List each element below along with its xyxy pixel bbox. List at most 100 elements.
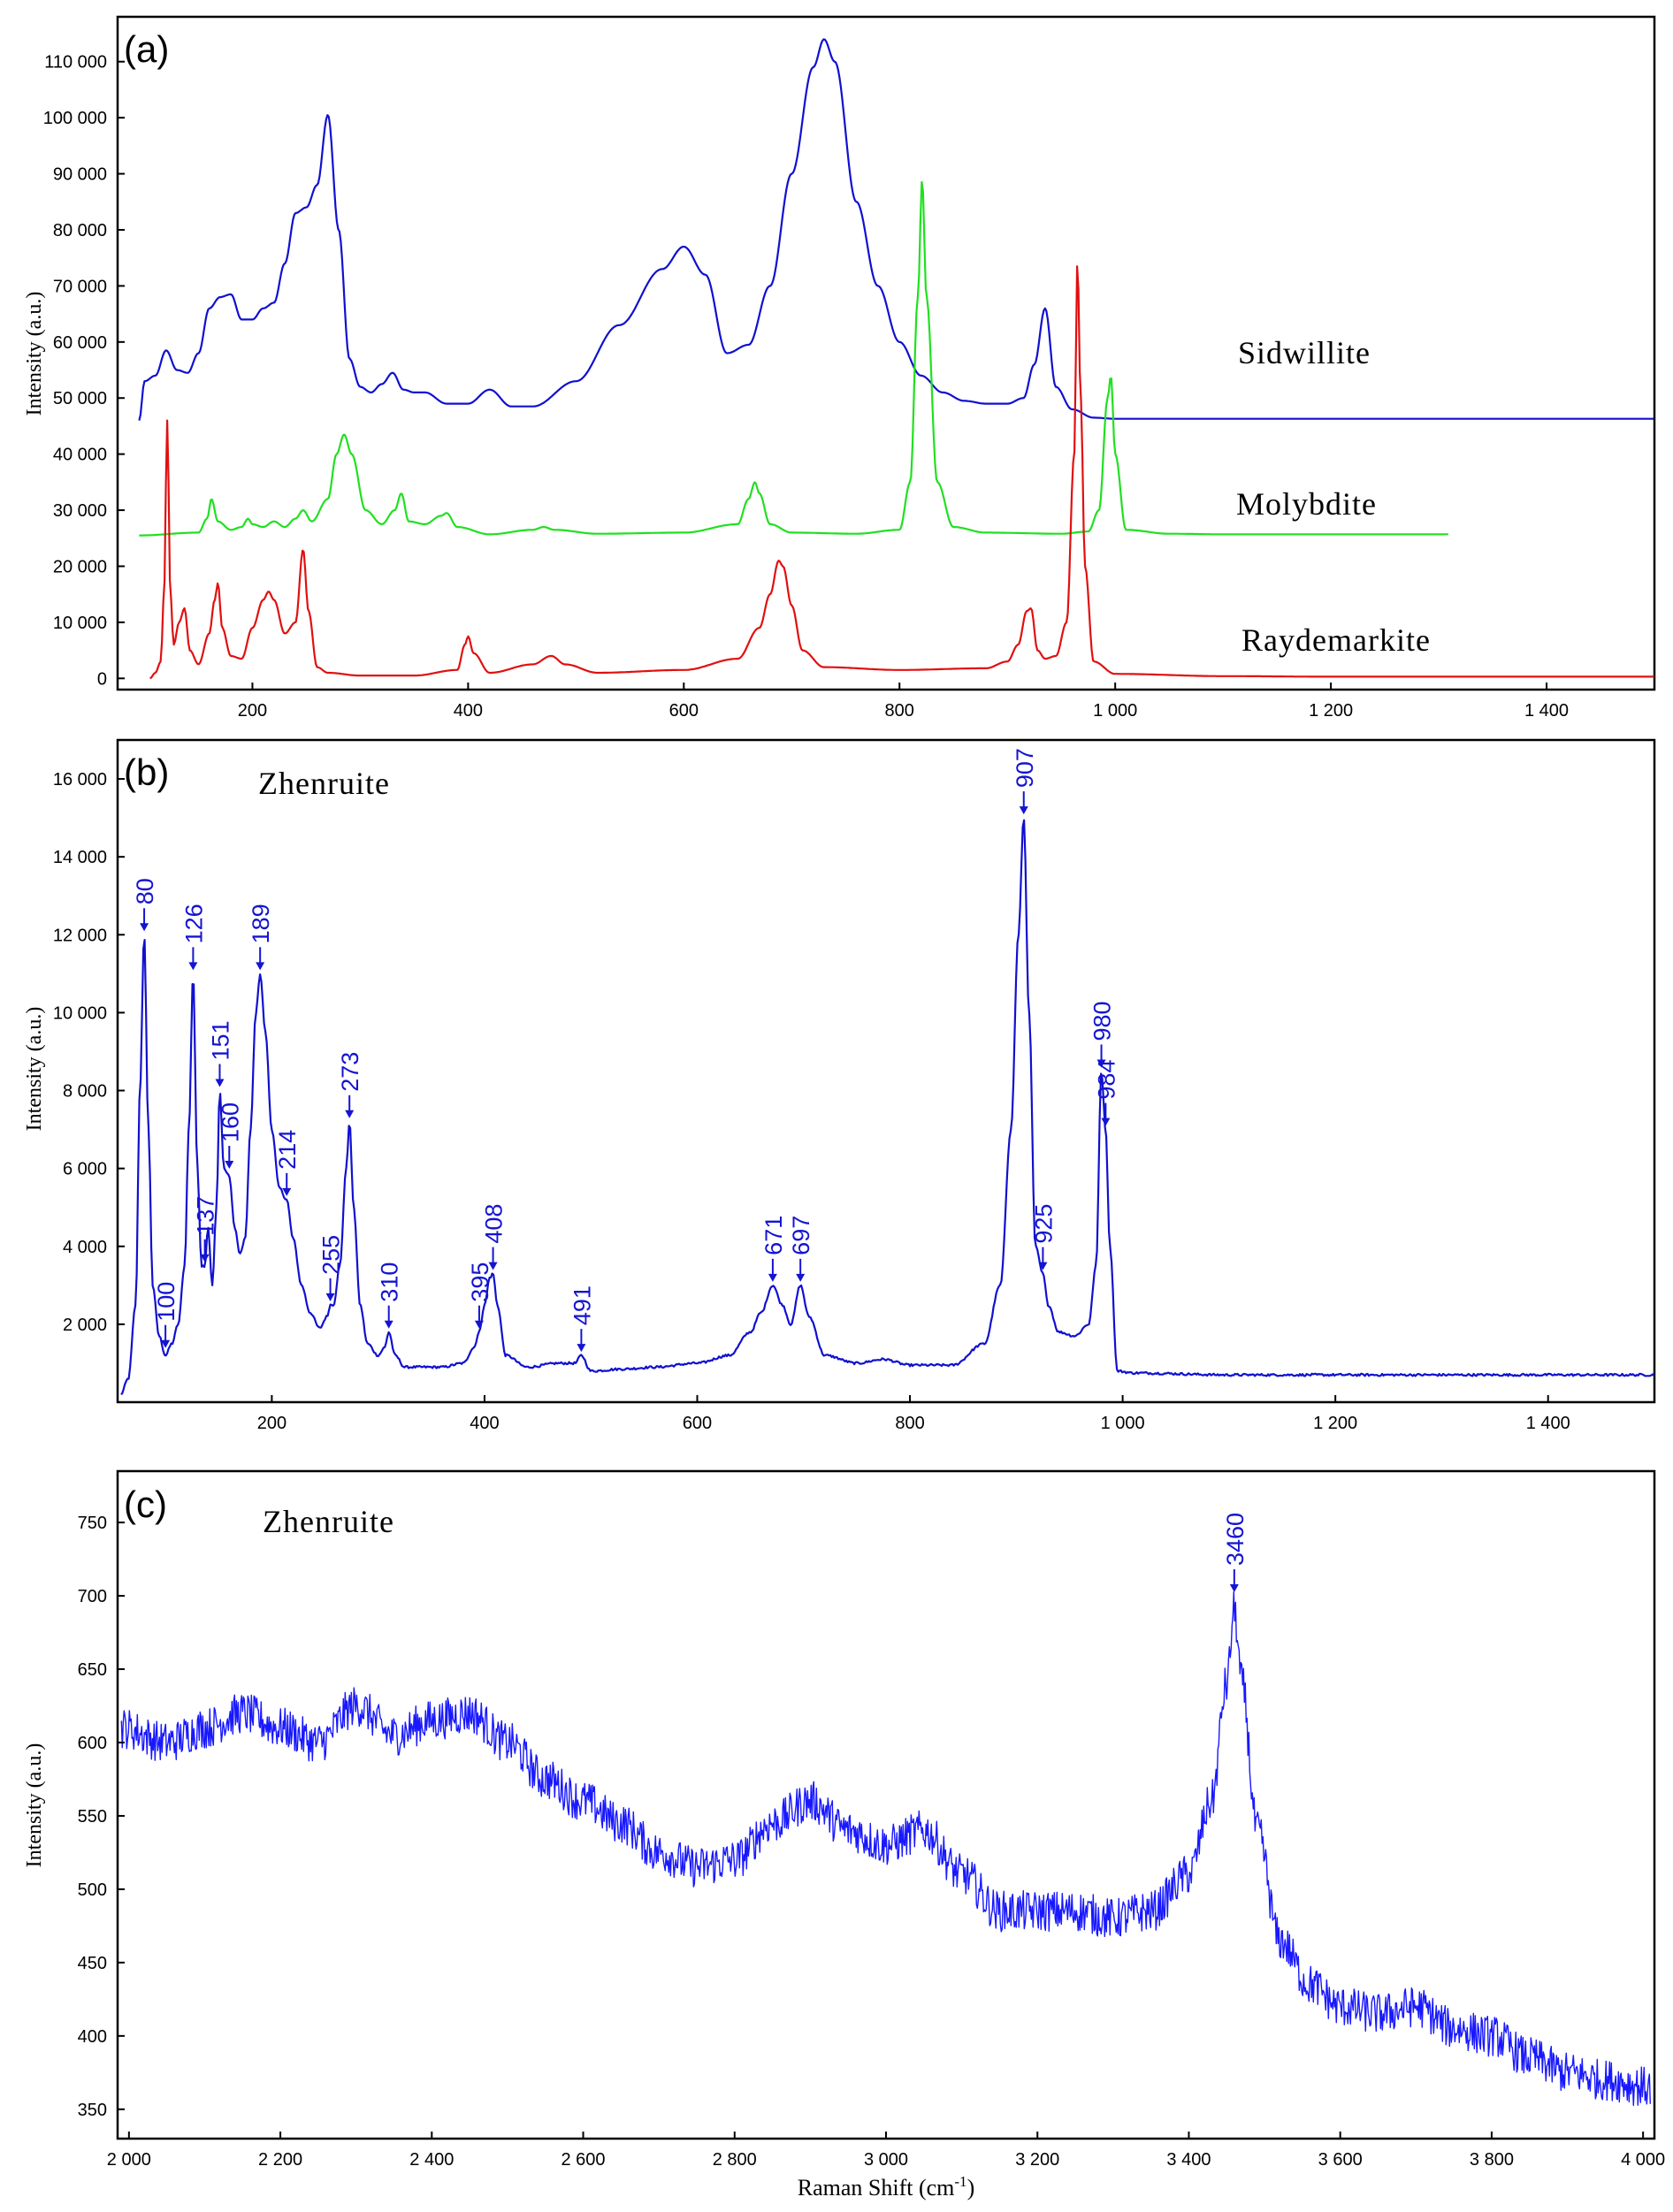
series-zhenruite-line bbox=[120, 819, 1655, 1395]
panel-a-letter: (a) bbox=[124, 28, 169, 70]
panel-b-xtick-label: 1 000 bbox=[1101, 1414, 1145, 1433]
peak-arrowhead-697 bbox=[796, 1273, 806, 1282]
peak-label-137: 137 bbox=[193, 1196, 219, 1236]
panel-b-title: Zhenruite bbox=[258, 766, 390, 801]
panel-a-ytick-label: 110 000 bbox=[44, 53, 107, 72]
label-sidwillite: Sidwillite bbox=[1238, 335, 1371, 370]
panel-c-xtick-label: 2 800 bbox=[713, 2150, 757, 2170]
peak-arrowhead-907 bbox=[1019, 806, 1028, 815]
panel-b-ytick-label: 10 000 bbox=[53, 1003, 107, 1023]
panel-c-xtick-label: 3 400 bbox=[1166, 2150, 1211, 2170]
panel-c-peak-annotations: 3460 bbox=[1222, 1513, 1249, 1593]
panel-b-xtick-label: 1 400 bbox=[1526, 1414, 1570, 1433]
series-sidwillite-line bbox=[138, 38, 1654, 421]
series-raydemarkite-line bbox=[149, 265, 1654, 680]
peak-label-80: 80 bbox=[132, 878, 158, 904]
panel-b-series bbox=[120, 819, 1655, 1395]
peak-label-3460: 3460 bbox=[1222, 1513, 1249, 1566]
peak-label-100: 100 bbox=[153, 1282, 180, 1322]
panel-b-letter: (b) bbox=[124, 751, 169, 793]
panel-c-axes: 2 000 2 200 2 400 2 600 2 800 3 000 3 200 3 400… bbox=[78, 1514, 1666, 2170]
peak-label-273: 273 bbox=[337, 1052, 363, 1092]
panel-c-ytick-label: 750 bbox=[78, 1514, 107, 1533]
series-molybdite-line bbox=[139, 180, 1448, 537]
peak-arrowhead-984 bbox=[1101, 1117, 1111, 1126]
peak-arrowhead-491 bbox=[577, 1344, 586, 1353]
panel-a: 200 400 600 800 1 000 1 200 1 400 0 10 000 20 000… bbox=[23, 15, 1656, 721]
peak-arrowhead-273 bbox=[345, 1110, 355, 1118]
panel-b-xtick-label: 800 bbox=[895, 1414, 924, 1433]
x-axis-label-sup: -1 bbox=[954, 2173, 966, 2190]
x-axis-label-main: Raman Shift (cm bbox=[798, 2175, 955, 2201]
panel-c-ytick-label: 450 bbox=[78, 1954, 107, 1973]
panel-c-y-axis-label: Intensity (a.u.) bbox=[23, 1743, 46, 1868]
panel-a-xtick-label: 400 bbox=[454, 701, 483, 721]
panel-a-frame bbox=[116, 15, 1656, 691]
panel-b-ytick-label: 4 000 bbox=[63, 1238, 107, 1257]
peak-label-925: 925 bbox=[1030, 1204, 1057, 1244]
peak-arrowhead-137 bbox=[200, 1254, 210, 1262]
peak-label-255: 255 bbox=[318, 1235, 345, 1275]
panel-b-xtick-label: 200 bbox=[257, 1414, 286, 1433]
peak-arrowhead-980 bbox=[1096, 1059, 1106, 1068]
panel-a-ytick-label: 80 000 bbox=[53, 221, 107, 240]
panel-a-ytick-label: 100 000 bbox=[43, 109, 107, 128]
panel-b-axes: 200 400 600 800 1 000 1 200 1 400 2 000 4 000 6 0… bbox=[53, 770, 1570, 1433]
peak-arrowhead-80 bbox=[140, 923, 149, 932]
peak-arrowhead-671 bbox=[768, 1273, 777, 1282]
panel-a-xtick-label: 1 400 bbox=[1524, 701, 1569, 721]
panel-a-ytick-label: 70 000 bbox=[53, 277, 107, 296]
panel-b-peak-annotations: 80 100 126 137 151 160 189 214 255 273 310 395 408 49… bbox=[132, 748, 1119, 1353]
panel-c-letter: (c) bbox=[124, 1484, 167, 1525]
peak-label-189: 189 bbox=[248, 904, 274, 943]
peak-label-151: 151 bbox=[207, 1020, 233, 1060]
panel-c-ytick-label: 650 bbox=[78, 1660, 107, 1680]
panel-a-ytick-label: 0 bbox=[97, 669, 107, 689]
panel-c-xtick-label: 2 600 bbox=[561, 2150, 606, 2170]
series-zhenruite-line bbox=[120, 1590, 1651, 2107]
panel-a-xtick-label: 1 000 bbox=[1093, 701, 1137, 721]
peak-label-907: 907 bbox=[1012, 748, 1038, 788]
panel-a-ytick-label: 30 000 bbox=[53, 501, 107, 521]
x-axis-label-end: ) bbox=[967, 2175, 975, 2201]
panel-c-series bbox=[120, 1590, 1651, 2107]
peak-arrowhead-160 bbox=[225, 1161, 234, 1170]
peak-label-491: 491 bbox=[569, 1285, 595, 1325]
panel-c-ytick-label: 700 bbox=[78, 1587, 107, 1606]
panel-c-ytick-label: 600 bbox=[78, 1734, 107, 1753]
panel-c-xtick-label: 4 000 bbox=[1621, 2150, 1665, 2170]
panel-c-xtick-label: 3 200 bbox=[1015, 2150, 1059, 2170]
panel-a-xtick-label: 1 200 bbox=[1309, 701, 1353, 721]
panel-b-ytick-label: 2 000 bbox=[63, 1316, 107, 1335]
panel-c-xtick-label: 3 600 bbox=[1318, 2150, 1363, 2170]
panel-c-xtick-label: 3 800 bbox=[1470, 2150, 1514, 2170]
peak-arrowhead-310 bbox=[384, 1320, 393, 1329]
peak-arrowhead-925 bbox=[1038, 1262, 1048, 1270]
peak-label-395: 395 bbox=[467, 1262, 493, 1302]
panel-b-xtick-label: 1 200 bbox=[1313, 1414, 1357, 1433]
peak-label-984: 984 bbox=[1093, 1060, 1119, 1100]
panel-a-ytick-label: 40 000 bbox=[53, 446, 107, 465]
peak-arrowhead-189 bbox=[256, 962, 265, 971]
panel-c-ytick-label: 550 bbox=[78, 1807, 107, 1827]
panel-c: 3460 2 000 2 200 2 400 2 600 2 800 3 000 3 200… bbox=[23, 1469, 1666, 2201]
panel-b-xtick-label: 600 bbox=[683, 1414, 712, 1433]
panel-c-xtick-label: 2 400 bbox=[409, 2150, 454, 2170]
panel-a-xtick-label: 800 bbox=[885, 701, 914, 721]
panel-a-ytick-label: 10 000 bbox=[53, 614, 107, 633]
panel-a-series bbox=[138, 38, 1654, 680]
panel-b-frame bbox=[116, 738, 1656, 1404]
peak-arrowhead-3460 bbox=[1229, 1584, 1239, 1593]
panel-c-title: Zhenruite bbox=[263, 1504, 394, 1539]
label-raydemarkite: Raydemarkite bbox=[1241, 622, 1431, 658]
panel-b-ytick-label: 6 000 bbox=[63, 1160, 107, 1179]
peak-label-214: 214 bbox=[274, 1130, 301, 1170]
peak-arrowhead-408 bbox=[488, 1262, 498, 1270]
panel-c-ytick-label: 400 bbox=[78, 2027, 107, 2047]
panel-c-xtick-label: 3 000 bbox=[864, 2150, 908, 2170]
panel-a-axes: 200 400 600 800 1 000 1 200 1 400 0 10 000 20 000… bbox=[43, 53, 1569, 721]
peak-label-697: 697 bbox=[788, 1216, 814, 1255]
peak-arrowhead-214 bbox=[282, 1187, 292, 1196]
panel-a-xtick-label: 600 bbox=[669, 701, 699, 721]
